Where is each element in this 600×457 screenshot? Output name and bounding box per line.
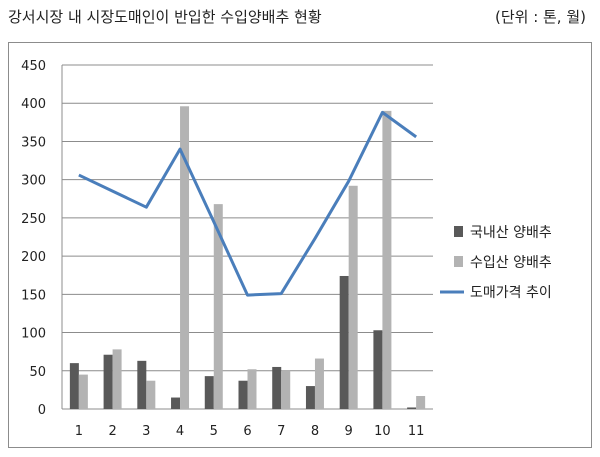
y-tick-label: 400: [21, 97, 46, 112]
y-tick-label: 0: [38, 403, 46, 418]
bar-domestic-1: [69, 363, 79, 409]
bar-imported-3: [146, 380, 156, 409]
bar-domestic-5: [204, 376, 214, 409]
legend-label-0: 국내산 양배추: [470, 225, 552, 241]
x-tick-label: 4: [176, 424, 184, 439]
x-axis-ticks: 1 2 3 4 5 6 7 8 9 10 11: [75, 424, 425, 439]
bar-domestic-2: [103, 354, 113, 409]
x-tick-label: 1: [75, 424, 83, 439]
x-tick-label: 11: [408, 424, 425, 439]
y-tick-label: 350: [21, 135, 46, 150]
bar-imported-7: [281, 370, 291, 409]
bar-imported-2: [112, 349, 122, 409]
x-tick-label: 8: [311, 424, 319, 439]
chart-title: 강서시장 내 시장도매인이 반입한 수입양배추 현황: [8, 8, 322, 26]
bar-domestic-11: [407, 407, 417, 409]
x-tick-label: 3: [142, 424, 150, 439]
bar-imported-1: [78, 374, 88, 409]
y-tick-label: 300: [21, 174, 46, 189]
bar-domestic-6: [238, 380, 248, 409]
bar-domestic-9: [339, 275, 349, 409]
y-tick-label: 100: [21, 327, 46, 342]
bar-imported-5: [213, 204, 223, 409]
y-axis-ticks: 0 50 100 150 200 250 300 350 400 450: [21, 59, 46, 418]
bar-imported-11: [416, 396, 426, 409]
bar-imported-6: [247, 369, 257, 409]
x-tick-label: 5: [210, 424, 218, 439]
bar-imported-8: [314, 358, 324, 409]
bars: [69, 106, 426, 409]
x-tick-label: 2: [108, 424, 116, 439]
x-tick-label: 7: [277, 424, 285, 439]
x-tick-label: 10: [374, 424, 391, 439]
bar-imported-10: [382, 110, 392, 409]
bar-imported-9: [348, 185, 358, 409]
legend-label-1: 수입산 양배추: [470, 255, 552, 271]
price-line: [78, 110, 418, 297]
legend-label-2: 도매가격 추이: [470, 285, 552, 301]
y-tick-label: 250: [21, 212, 46, 227]
y-tick-label: 150: [21, 288, 46, 303]
y-tick-label: 450: [21, 59, 46, 74]
y-tick-label: 200: [21, 250, 46, 265]
bar-domestic-8: [305, 386, 315, 409]
x-tick-label: 6: [243, 424, 251, 439]
price-trend-line: [78, 110, 418, 297]
bar-domestic-10: [373, 330, 383, 409]
bar-domestic-4: [171, 397, 181, 409]
bar-imported-4: [180, 106, 190, 409]
chart-frame: [8, 42, 592, 448]
legend-swatch-0: [454, 226, 463, 237]
x-tick-label: 9: [345, 424, 353, 439]
unit-label: (단위 : 톤, 월): [494, 8, 586, 26]
bar-domestic-3: [137, 360, 147, 409]
bar-domestic-7: [272, 366, 282, 409]
y-tick-label: 50: [29, 365, 46, 380]
legend-swatch-1: [454, 256, 463, 267]
